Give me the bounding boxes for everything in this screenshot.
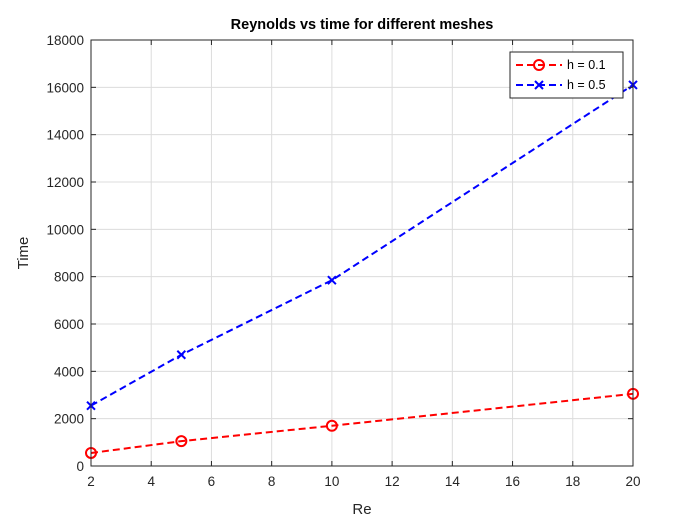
- x-tick-label: 16: [505, 474, 520, 489]
- y-tick-label: 0: [76, 459, 84, 474]
- x-tick-label: 14: [445, 474, 461, 489]
- data-point-series-1: [175, 435, 188, 448]
- x-axis-label: Re: [352, 501, 371, 518]
- x-tick-label: 4: [147, 474, 155, 489]
- legend-box: [509, 51, 624, 99]
- y-tick-label: 10000: [46, 222, 84, 237]
- x-tick-label: 18: [565, 474, 580, 489]
- series-layer: [85, 80, 639, 459]
- legend-item: h = 0.1: [516, 58, 606, 72]
- plot-area-border: [90, 39, 634, 467]
- y-tick-label: 6000: [54, 317, 84, 332]
- data-point-series-1: [325, 419, 338, 432]
- x-tick-label: 10: [324, 474, 339, 489]
- x-tick-label: 2: [87, 474, 95, 489]
- legend-label: h = 0.5: [567, 78, 606, 92]
- y-tick-label: 14000: [46, 128, 84, 143]
- y-tick-label: 18000: [46, 33, 84, 48]
- y-tick-label: 8000: [54, 270, 84, 285]
- series-line-2: [90, 84, 634, 407]
- chart-title: Reynolds vs time for different meshes: [231, 17, 494, 33]
- x-tick-label: 8: [268, 474, 276, 489]
- axis-ticks: 2 4 6 8 10 12 14 16 18 20 0 2000 4000 6000 8000 10000 12…: [46, 33, 640, 489]
- x-tick-label: 12: [385, 474, 400, 489]
- y-tick-label: 16000: [46, 80, 84, 95]
- x-tick-label: 20: [625, 474, 640, 489]
- legend-marker: [534, 80, 544, 90]
- y-axis-label: Time: [15, 237, 32, 270]
- y-tick-label: 4000: [54, 364, 84, 379]
- legend-marker: [533, 59, 545, 71]
- legend: h = 0.1 h = 0.5: [509, 51, 624, 99]
- legend-label: h = 0.1: [567, 58, 606, 72]
- x-tick-label: 6: [208, 474, 216, 489]
- series-line-1: [90, 392, 634, 454]
- y-tick-label: 2000: [54, 412, 84, 427]
- legend-item: h = 0.5: [516, 78, 606, 92]
- data-point-series-2: [176, 350, 187, 360]
- data-point-series-2: [327, 275, 337, 285]
- y-tick-label: 12000: [46, 175, 84, 190]
